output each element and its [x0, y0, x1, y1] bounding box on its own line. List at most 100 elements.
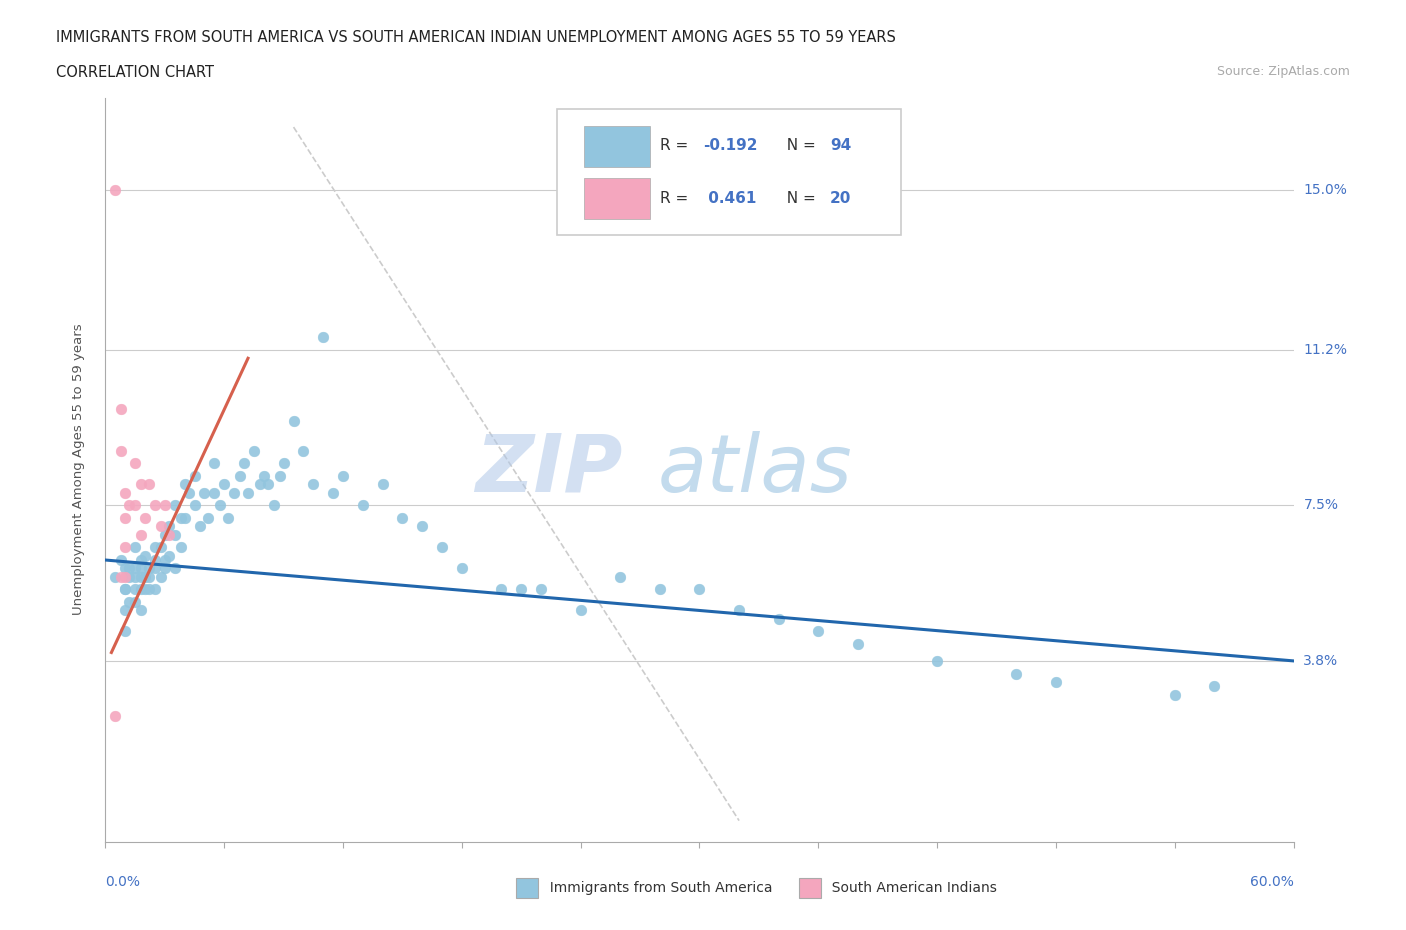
- Point: [648, 582, 671, 597]
- Point: [149, 569, 172, 584]
- Point: [1005, 666, 1028, 681]
- Point: [183, 469, 205, 484]
- Text: 11.2%: 11.2%: [1303, 343, 1347, 357]
- Point: [153, 498, 176, 512]
- Point: [1164, 687, 1187, 702]
- Point: [124, 540, 146, 555]
- Point: [138, 561, 160, 576]
- Point: [322, 485, 344, 500]
- Point: [170, 511, 193, 525]
- Point: [243, 444, 266, 458]
- Text: CORRELATION CHART: CORRELATION CHART: [56, 65, 214, 80]
- Point: [118, 594, 141, 609]
- Point: [143, 552, 166, 567]
- Point: [332, 469, 354, 484]
- Point: [134, 569, 156, 584]
- Point: [209, 498, 232, 512]
- Point: [114, 511, 136, 525]
- Point: [450, 561, 472, 576]
- Point: [124, 456, 146, 471]
- Y-axis label: Unemployment Among Ages 55 to 59 years: Unemployment Among Ages 55 to 59 years: [72, 324, 84, 616]
- Point: [190, 519, 212, 534]
- Point: [177, 485, 200, 500]
- Point: [114, 582, 136, 597]
- Point: [134, 549, 156, 564]
- Point: [530, 582, 553, 597]
- Point: [430, 540, 453, 555]
- Point: [138, 582, 160, 597]
- Point: [149, 540, 172, 555]
- Point: [768, 611, 790, 626]
- Point: [129, 582, 152, 597]
- Point: [253, 469, 276, 484]
- Point: [129, 569, 152, 584]
- Point: [149, 519, 172, 534]
- Point: [129, 552, 152, 567]
- Point: [110, 569, 132, 584]
- Point: [491, 582, 513, 597]
- Point: [391, 511, 413, 525]
- Point: [114, 624, 136, 639]
- Point: [202, 485, 225, 500]
- Text: 0.461: 0.461: [703, 191, 756, 206]
- Point: [224, 485, 246, 500]
- Point: [925, 654, 948, 669]
- Point: [302, 477, 325, 492]
- Point: [292, 444, 315, 458]
- Point: [157, 527, 180, 542]
- Point: [114, 561, 136, 576]
- Text: 94: 94: [830, 139, 852, 153]
- Point: [124, 569, 146, 584]
- Point: [143, 582, 166, 597]
- Point: [193, 485, 215, 500]
- Point: [143, 540, 166, 555]
- Point: [807, 624, 830, 639]
- Point: [411, 519, 433, 534]
- Point: [129, 477, 152, 492]
- Point: [1045, 674, 1067, 689]
- Point: [134, 582, 156, 597]
- Point: [153, 527, 176, 542]
- Point: [129, 561, 152, 576]
- Point: [728, 603, 751, 618]
- Point: [157, 519, 180, 534]
- Point: [114, 569, 136, 584]
- Point: [256, 477, 278, 492]
- Text: Source: ZipAtlas.com: Source: ZipAtlas.com: [1216, 65, 1350, 78]
- Bar: [799, 878, 821, 898]
- Bar: [585, 179, 650, 219]
- Text: 7.5%: 7.5%: [1303, 498, 1339, 512]
- Point: [846, 637, 869, 652]
- Text: 3.8%: 3.8%: [1303, 654, 1339, 668]
- Point: [163, 561, 186, 576]
- Point: [118, 498, 141, 512]
- Point: [124, 561, 146, 576]
- Point: [263, 498, 285, 512]
- Point: [110, 401, 132, 416]
- Point: [134, 511, 156, 525]
- Point: [110, 444, 132, 458]
- Point: [249, 477, 271, 492]
- Text: ZIP: ZIP: [475, 431, 623, 509]
- Point: [352, 498, 374, 512]
- Point: [569, 603, 592, 618]
- Text: R =: R =: [661, 139, 693, 153]
- Point: [110, 552, 132, 567]
- Point: [138, 477, 160, 492]
- Point: [118, 569, 141, 584]
- Text: 15.0%: 15.0%: [1303, 183, 1347, 197]
- Point: [118, 561, 141, 576]
- Point: [104, 182, 127, 197]
- Point: [163, 527, 186, 542]
- Point: [312, 330, 335, 345]
- Text: R =: R =: [661, 191, 693, 206]
- Text: N =: N =: [776, 139, 820, 153]
- Text: 0.0%: 0.0%: [105, 875, 141, 889]
- Point: [371, 477, 394, 492]
- Text: Immigrants from South America: Immigrants from South America: [541, 881, 773, 896]
- Point: [197, 511, 219, 525]
- Point: [114, 485, 136, 500]
- Point: [129, 527, 152, 542]
- Point: [510, 582, 533, 597]
- Text: IMMIGRANTS FROM SOUTH AMERICA VS SOUTH AMERICAN INDIAN UNEMPLOYMENT AMONG AGES 5: IMMIGRANTS FROM SOUTH AMERICA VS SOUTH A…: [56, 30, 896, 45]
